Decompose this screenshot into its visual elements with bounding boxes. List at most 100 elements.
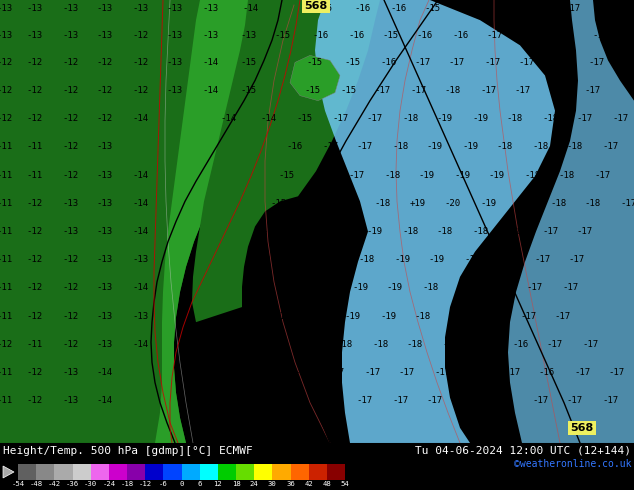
- Bar: [327, 464, 345, 480]
- Text: -19: -19: [282, 283, 298, 293]
- Polygon shape: [155, 0, 290, 443]
- Text: -16: -16: [224, 368, 240, 377]
- Text: -17: -17: [620, 3, 634, 13]
- Text: -12: -12: [27, 368, 43, 377]
- Text: 42: 42: [304, 481, 313, 487]
- Text: -18: -18: [550, 199, 566, 208]
- Text: -13: -13: [97, 227, 113, 236]
- Text: -19: -19: [345, 312, 361, 320]
- Bar: [36, 464, 55, 480]
- Polygon shape: [192, 0, 380, 322]
- Text: -17: -17: [592, 31, 608, 40]
- Text: -12: -12: [27, 255, 43, 264]
- Text: -17: -17: [499, 255, 515, 264]
- Text: -17: -17: [487, 31, 503, 40]
- Text: -15: -15: [317, 3, 333, 13]
- Text: -13: -13: [62, 396, 78, 405]
- Text: -11: -11: [0, 199, 13, 208]
- Bar: [91, 464, 109, 480]
- Text: -12: -12: [0, 114, 13, 123]
- Text: -11: -11: [27, 143, 43, 151]
- Text: -19: -19: [387, 283, 403, 293]
- Text: -14: -14: [97, 368, 113, 377]
- Text: -13: -13: [62, 199, 78, 208]
- Text: -17: -17: [562, 283, 578, 293]
- Text: -18: -18: [497, 143, 513, 151]
- Text: -11: -11: [0, 255, 13, 264]
- Text: -12: -12: [27, 86, 43, 95]
- Text: -13: -13: [132, 312, 148, 320]
- Text: 54: 54: [340, 481, 349, 487]
- Text: -13: -13: [97, 31, 113, 40]
- Text: -18: -18: [524, 171, 540, 180]
- Text: -36: -36: [66, 481, 79, 487]
- Text: -16: -16: [459, 3, 475, 13]
- Text: -16: -16: [305, 199, 321, 208]
- Text: -17: -17: [492, 283, 508, 293]
- Text: -15: -15: [270, 199, 286, 208]
- Text: -16: -16: [380, 58, 396, 67]
- Text: -17: -17: [612, 114, 628, 123]
- Text: -17: -17: [567, 396, 583, 405]
- Text: -18: -18: [359, 255, 375, 264]
- Text: 36: 36: [286, 481, 295, 487]
- Text: -16: -16: [390, 3, 406, 13]
- Text: -15: -15: [297, 114, 313, 123]
- Polygon shape: [3, 466, 14, 478]
- Text: -12: -12: [62, 340, 78, 349]
- Text: -18: -18: [559, 171, 575, 180]
- Text: -13: -13: [240, 31, 256, 40]
- Text: -11: -11: [27, 340, 43, 349]
- Text: -12: -12: [132, 86, 148, 95]
- Text: -13: -13: [27, 31, 43, 40]
- Text: -15: -15: [304, 86, 320, 95]
- Text: -18: -18: [437, 227, 453, 236]
- Text: -12: -12: [97, 58, 113, 67]
- Text: -11: -11: [0, 312, 13, 320]
- Bar: [181, 464, 200, 480]
- Text: -14: -14: [97, 396, 113, 405]
- Text: -12: -12: [27, 227, 43, 236]
- Text: -18: -18: [372, 340, 388, 349]
- Text: -18: -18: [297, 227, 313, 236]
- Text: -17: -17: [322, 396, 338, 405]
- Text: Height/Temp. 500 hPa [gdmp][°C] ECMWF: Height/Temp. 500 hPa [gdmp][°C] ECMWF: [3, 446, 253, 456]
- Text: -17: -17: [565, 3, 581, 13]
- Text: -19: -19: [437, 114, 453, 123]
- Text: -17: -17: [522, 31, 538, 40]
- Text: -18: -18: [384, 171, 400, 180]
- Text: -13: -13: [97, 283, 113, 293]
- Text: -12: -12: [132, 58, 148, 67]
- Text: -19: -19: [472, 114, 488, 123]
- Text: -17: -17: [555, 312, 571, 320]
- Text: -17: -17: [484, 58, 500, 67]
- Text: -13: -13: [132, 3, 148, 13]
- Text: -12: -12: [62, 171, 78, 180]
- Text: -17: -17: [534, 255, 550, 264]
- Text: -17: -17: [585, 86, 601, 95]
- Text: -17: -17: [357, 143, 373, 151]
- Bar: [18, 464, 36, 480]
- Text: -13: -13: [62, 31, 78, 40]
- Text: -18: -18: [302, 340, 318, 349]
- Text: -11: -11: [0, 368, 13, 377]
- Text: -24: -24: [102, 481, 115, 487]
- Text: -19: -19: [310, 312, 326, 320]
- Text: -17: -17: [589, 58, 605, 67]
- Bar: [290, 464, 309, 480]
- Text: -17: -17: [427, 396, 443, 405]
- Text: -13: -13: [62, 3, 78, 13]
- Text: -16: -16: [262, 227, 278, 236]
- Text: -17: -17: [577, 114, 593, 123]
- Text: -17: -17: [550, 86, 566, 95]
- Text: -19: -19: [247, 283, 263, 293]
- Text: -18: -18: [402, 227, 418, 236]
- Text: -17: -17: [410, 86, 426, 95]
- Text: -17: -17: [527, 283, 543, 293]
- Text: -18: -18: [120, 481, 134, 487]
- Text: -13: -13: [202, 3, 218, 13]
- Text: -13: -13: [167, 58, 183, 67]
- Text: -11: -11: [0, 283, 13, 293]
- Text: +19: +19: [410, 199, 426, 208]
- Text: -17: -17: [515, 86, 531, 95]
